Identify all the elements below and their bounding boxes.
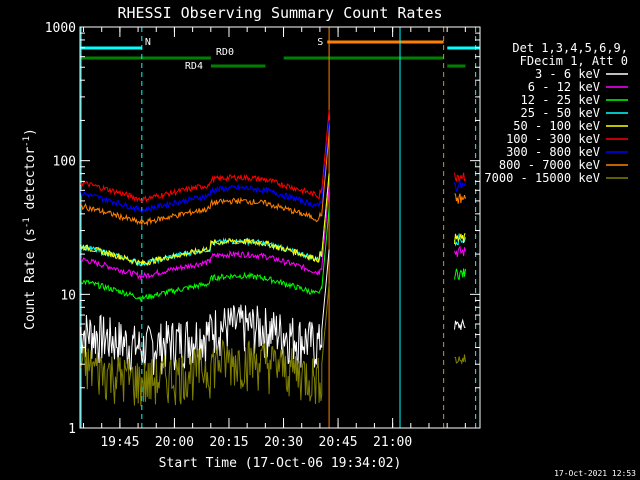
series-line <box>79 173 330 267</box>
flag-label-rd4: RD4 <box>185 61 203 72</box>
legend-entry-label: 100 - 300 keV <box>506 132 600 146</box>
legend-entry-label: 7000 - 15000 keV <box>484 171 600 185</box>
plot-frame <box>79 26 481 429</box>
x-tick-label: 20:15 <box>209 435 248 450</box>
series-line <box>79 283 330 407</box>
series-line <box>79 109 330 204</box>
flags-layer: N RD0 RD4 S <box>80 37 480 72</box>
series-line <box>79 133 330 227</box>
series-line <box>79 249 330 375</box>
legend-entry-label: 800 - 7000 keV <box>499 158 600 172</box>
series-line-segment <box>454 233 466 245</box>
legend-entry-label: 12 - 25 keV <box>521 93 600 107</box>
legend-entry-label: 6 - 12 keV <box>528 80 600 94</box>
series-line-segment <box>454 193 466 204</box>
axes: 1 10 100 1000 19:45 20:00 20:15 20:30 20:45 21:00 <box>45 21 481 450</box>
x-axis-label: Start Time (17-Oct-06 19:34:02) <box>159 456 402 471</box>
series-line-segment <box>454 180 466 193</box>
flag-label-rd0: RD0 <box>216 47 234 58</box>
x-tick-label: 21:00 <box>373 435 412 450</box>
y-tick-label: 100 <box>53 155 76 170</box>
series-line-segment <box>454 354 466 365</box>
legend-entry-label: 50 - 100 keV <box>513 119 600 133</box>
x-tick-label: 20:00 <box>155 435 194 450</box>
series-line <box>79 120 330 215</box>
y-tick-label: 1 <box>68 422 76 437</box>
chart-title: RHESSI Observing Summary Count Rates <box>117 4 442 22</box>
series-line-segment <box>454 172 466 183</box>
legend-header-line-1: Det 1,3,4,5,6,9, <box>512 41 628 55</box>
series-line-segment <box>454 268 466 281</box>
y-axis-label: Count Rate (s-1 detector-1) <box>22 128 38 330</box>
legend-header-line-2: FDecim 1, Att 0 <box>520 54 628 68</box>
flag-label-n: N <box>145 37 151 48</box>
legend-entry-label: 3 - 6 keV <box>535 67 600 81</box>
x-tick-label: 20:45 <box>319 435 358 450</box>
flag-label-s: S <box>317 37 323 48</box>
y-tick-label: 1000 <box>45 21 76 36</box>
series-line <box>79 208 330 302</box>
series-line <box>79 186 330 281</box>
legend-entry-label: 300 - 800 keV <box>506 145 600 159</box>
legend: Det 1,3,4,5,6,9, FDecim 1, Att 0 3 - 6 k… <box>484 41 628 185</box>
series-line-segment <box>454 318 466 330</box>
legend-entry-label: 25 - 50 keV <box>521 106 600 120</box>
series-layer <box>79 109 466 407</box>
y-tick-label: 10 <box>60 288 76 303</box>
x-tick-label: 19:45 <box>100 435 139 450</box>
x-tick-label: 20:30 <box>264 435 303 450</box>
timestamp: 17-Oct-2021 12:53 <box>554 469 636 478</box>
series-line-segment <box>454 245 466 257</box>
